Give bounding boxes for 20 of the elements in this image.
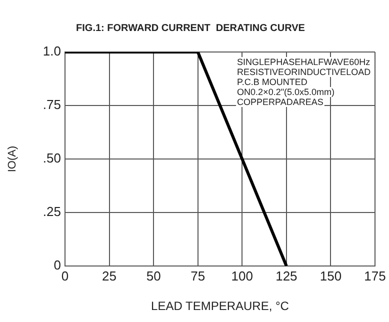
annotation: ON0.2×0.2"(5.0x5.0mm) xyxy=(237,86,335,97)
x-axis-title: LEAD TEMPERAURE, °C xyxy=(151,299,290,314)
x-tick-label: 125 xyxy=(276,268,298,284)
y-tick-label: .25 xyxy=(42,204,61,220)
annotation: COPPERPADAREAS xyxy=(237,96,324,107)
annotation: RESISTIVEORINDUCTIVELOAD xyxy=(237,66,372,77)
annotation: SINGLEPHASEHALFWAVE60Hz xyxy=(237,56,371,67)
x-tick-label: 75 xyxy=(190,268,206,284)
x-tick-label: 175 xyxy=(364,268,386,284)
y-axis-title: IO(A) xyxy=(6,146,19,172)
x-tick-label: 50 xyxy=(146,268,161,284)
y-tick-label: .50 xyxy=(42,150,61,166)
chart-title: FIG.1: FORWARD CURRENT DERATING CURVE xyxy=(76,22,306,34)
x-tick-label: 150 xyxy=(320,268,342,284)
annotation: P.C.B MOUNTED xyxy=(237,76,308,87)
y-tick-label: 0 xyxy=(54,258,61,273)
y-tick-label: 1.0 xyxy=(42,44,61,59)
y-tick-label: .75 xyxy=(42,97,61,112)
x-tick-label: 25 xyxy=(102,268,117,284)
x-tick-label: 100 xyxy=(231,268,253,284)
